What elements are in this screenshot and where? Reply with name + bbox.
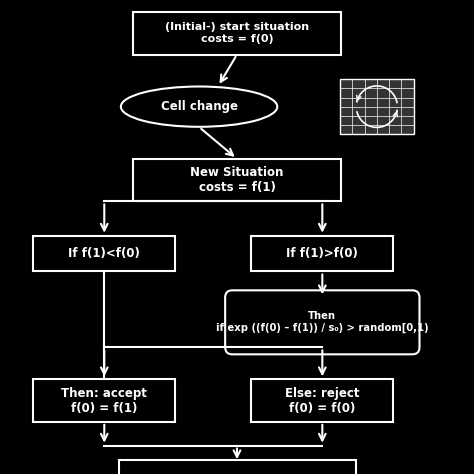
Text: Then
if exp ((f(0) – f(1)) / s₀) > random[0,1): Then if exp ((f(0) – f(1)) / s₀) > rando… [216, 311, 428, 333]
FancyBboxPatch shape [33, 379, 175, 422]
Ellipse shape [121, 87, 277, 127]
FancyBboxPatch shape [225, 290, 419, 355]
Text: Then: accept
f(0) = f(1): Then: accept f(0) = f(1) [61, 386, 147, 415]
Text: If f(1)<f(0): If f(1)<f(0) [68, 247, 140, 260]
FancyBboxPatch shape [251, 236, 393, 271]
FancyBboxPatch shape [118, 460, 356, 474]
Text: New Situation
costs = f(1): New Situation costs = f(1) [191, 166, 283, 194]
Text: Else: reject
f(0) = f(0): Else: reject f(0) = f(0) [285, 386, 360, 415]
FancyBboxPatch shape [340, 79, 413, 134]
Text: Cell change: Cell change [161, 100, 237, 113]
FancyBboxPatch shape [133, 159, 341, 201]
FancyBboxPatch shape [251, 379, 393, 422]
Text: (Initial-) start situation
costs = f(0): (Initial-) start situation costs = f(0) [165, 22, 309, 44]
FancyBboxPatch shape [133, 12, 341, 55]
Text: If f(1)>f(0): If f(1)>f(0) [286, 247, 358, 260]
FancyBboxPatch shape [33, 236, 175, 271]
